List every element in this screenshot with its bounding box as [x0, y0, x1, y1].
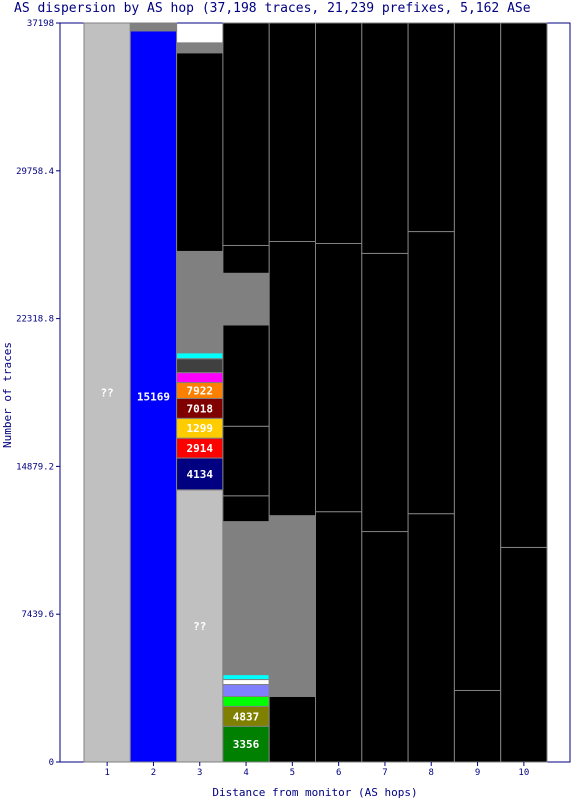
bar-segment — [222, 324, 270, 427]
y-axis: 0 7439.6 14879.2 22318.8 29758.4 37198 — [16, 19, 60, 768]
bar-segment — [361, 531, 409, 763]
bar-segment — [268, 240, 317, 517]
bar-segment — [222, 22, 270, 246]
bar-segment — [268, 695, 317, 763]
bar-segment — [222, 425, 270, 497]
y-tick-label: 29758.4 — [16, 167, 54, 177]
y-tick-label: 7439.6 — [21, 610, 54, 620]
segment-label: 4134 — [187, 468, 214, 481]
x-tick-label: 8 — [429, 768, 434, 778]
bar-segment — [222, 695, 270, 707]
x-axis: 1 2 3 4 5 6 7 8 9 10 — [104, 762, 529, 778]
bar-segment — [500, 22, 548, 548]
bar-segment — [222, 495, 270, 523]
bars-group: ?? 15169?? 4134 2914 1299 7018 7922 3356 4837 — [83, 22, 548, 763]
y-tick-label: 0 — [49, 758, 54, 768]
bar-segment — [268, 22, 317, 242]
bar-segment — [222, 272, 270, 326]
segment-label: ?? — [193, 620, 206, 633]
segment-label: 15169 — [137, 390, 170, 403]
bar-segment — [222, 684, 270, 697]
bar-segment — [176, 372, 224, 384]
y-tick-label: 22318.8 — [16, 315, 54, 325]
bar-segment — [315, 22, 363, 244]
bar-segment — [268, 515, 317, 697]
bar-segment — [315, 242, 363, 513]
bar-segment — [176, 352, 224, 360]
bar-segment — [83, 22, 131, 763]
segment-label: ?? — [101, 387, 114, 400]
bar-segment — [453, 22, 502, 691]
y-axis-label: Number of traces — [1, 342, 14, 448]
segment-label: 1299 — [187, 422, 214, 435]
x-tick-label: 1 — [104, 768, 109, 778]
x-tick-label: 9 — [475, 768, 480, 778]
bar-segment — [176, 250, 224, 322]
segment-label: 7922 — [187, 384, 214, 397]
bar-segment — [222, 674, 270, 681]
x-tick-label: 10 — [518, 768, 529, 778]
segment-label: 3356 — [233, 738, 260, 751]
bar-segment — [176, 489, 224, 763]
bar-segment — [361, 252, 409, 533]
bar-segment — [407, 231, 455, 515]
x-tick-label: 3 — [197, 768, 202, 778]
segment-label: 7018 — [187, 402, 214, 415]
x-tick-label: 6 — [336, 768, 341, 778]
bar-segment — [407, 22, 455, 233]
x-tick-label: 4 — [243, 768, 248, 778]
bar-segment — [176, 42, 224, 54]
bar-segment — [315, 511, 363, 763]
segment-label: 2914 — [187, 442, 214, 455]
y-tick-label: 14879.2 — [16, 462, 54, 472]
x-tick-label: 7 — [382, 768, 387, 778]
bar-segment — [176, 52, 224, 252]
bar-segment — [222, 679, 270, 686]
x-axis-label: Distance from monitor (AS hops) — [212, 786, 417, 799]
bar-segment — [222, 521, 270, 676]
bar-segment — [176, 358, 224, 374]
bar-segment — [222, 244, 270, 274]
chart-title: AS dispersion by AS hop (37,198 traces, … — [14, 1, 531, 16]
bar-segment — [176, 320, 224, 354]
y-tick-label: 37198 — [27, 19, 54, 29]
bar-segment — [407, 513, 455, 763]
bar-segment — [500, 546, 548, 763]
x-tick-label: 5 — [290, 768, 295, 778]
x-tick-label: 2 — [151, 768, 156, 778]
bar-segment — [361, 22, 409, 254]
segment-label: 4837 — [233, 710, 260, 723]
bar-segment — [129, 22, 178, 32]
bar-segment — [453, 689, 502, 763]
bar-segment — [176, 457, 224, 491]
